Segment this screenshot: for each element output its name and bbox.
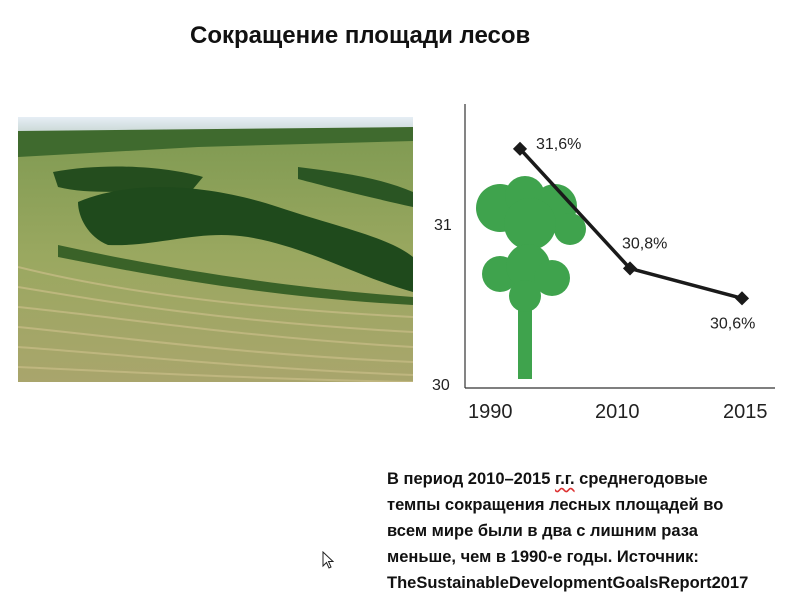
caption-text: В период 2010–2015 г.г. среднегодовые те… xyxy=(387,466,797,596)
caption-line: TheSustainableDevelopmentGoalsReport2017 xyxy=(387,574,749,592)
caption-line-part: В период 2010–2015 xyxy=(387,470,555,488)
deforestation-photo xyxy=(18,117,413,382)
x-tick-label: 1990 xyxy=(468,401,513,423)
tree-icon xyxy=(476,176,586,379)
data-label: 30,6% xyxy=(710,315,755,332)
x-tick-label: 2015 xyxy=(723,401,768,423)
caption-line: В период 2010–2015 г.г. среднегодовые xyxy=(387,466,797,492)
data-label: 31,6% xyxy=(536,136,581,153)
spellcheck-word: г.г. xyxy=(554,470,575,488)
caption-line-part: среднегодовые xyxy=(574,470,708,488)
data-point-marker xyxy=(622,261,638,276)
data-point-marker xyxy=(512,141,528,156)
data-point-marker xyxy=(734,291,750,306)
caption-line: всем мире были в два с лишним раза xyxy=(387,522,698,540)
y-tick-label: 31 xyxy=(434,217,452,234)
mouse-cursor-icon xyxy=(322,551,334,569)
caption-line: темпы сокращения лесных площадей во xyxy=(387,496,724,514)
y-tick-label: 30 xyxy=(432,377,450,394)
x-tick-label: 2010 xyxy=(595,401,640,423)
slide-title: Сокращение площади лесов xyxy=(190,22,531,49)
forest-area-line-chart: 30 31 1990 2010 2015 31,6% 30,8% 30,6% xyxy=(432,104,775,423)
caption-line: меньше, чем в 1990-е годы. Источник: xyxy=(387,548,699,566)
data-label: 30,8% xyxy=(622,235,667,252)
